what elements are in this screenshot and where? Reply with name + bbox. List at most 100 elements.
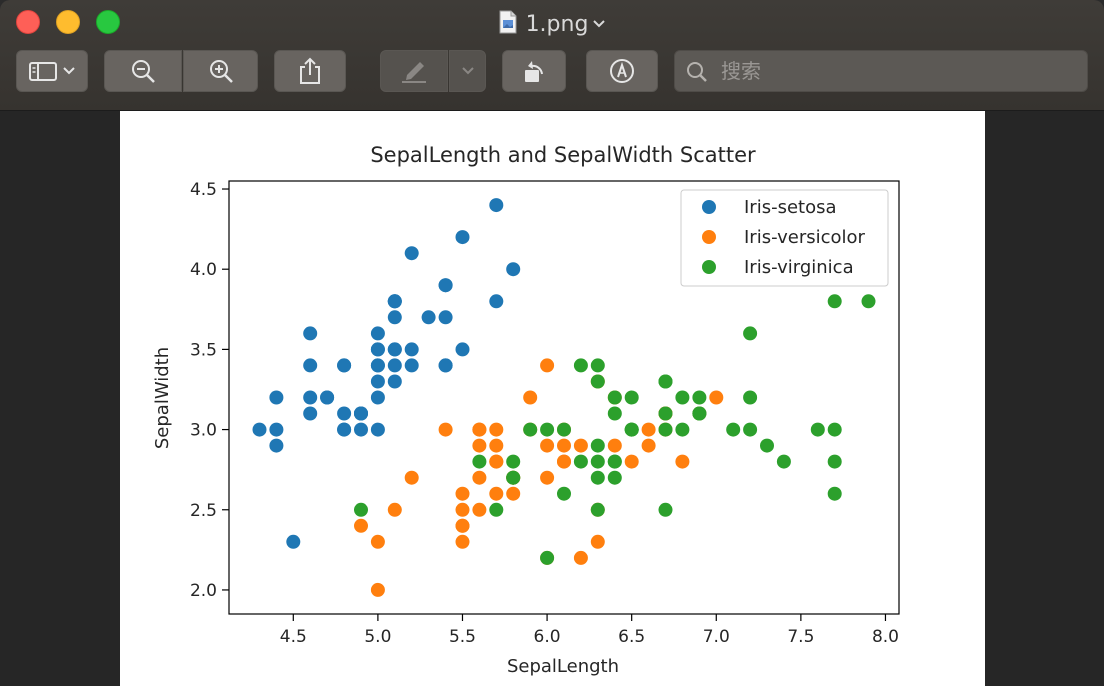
title-bar: 1.png — [0, 0, 1104, 111]
data-point — [269, 438, 284, 453]
data-point — [760, 438, 774, 453]
data-point — [438, 278, 453, 293]
window-title[interactable]: 1.png — [0, 8, 1104, 43]
data-point — [438, 422, 453, 437]
data-point — [506, 470, 521, 485]
legend-label: Iris-setosa — [744, 197, 837, 218]
close-window-button[interactable] — [16, 10, 40, 34]
data-point — [590, 358, 605, 373]
y-tick-label: 2.5 — [190, 501, 217, 521]
data-point — [370, 326, 385, 341]
data-point — [523, 390, 538, 405]
data-point — [404, 358, 419, 373]
data-point — [590, 470, 605, 485]
data-point — [573, 438, 588, 453]
data-point — [472, 454, 487, 469]
data-point — [624, 390, 639, 405]
data-point — [303, 390, 318, 405]
data-point — [573, 358, 588, 373]
data-point — [743, 390, 758, 405]
data-point — [489, 422, 504, 437]
minimize-window-button[interactable] — [56, 10, 80, 34]
data-point — [590, 534, 605, 549]
data-point — [827, 486, 842, 501]
markup-menu-button[interactable] — [449, 50, 486, 92]
y-tick-label: 4.0 — [190, 260, 217, 280]
markup-button[interactable] — [380, 50, 448, 92]
data-point — [354, 406, 368, 421]
chevron-down-icon — [62, 66, 76, 76]
x-tick-label: 6.0 — [534, 627, 561, 647]
x-axis: 4.5 5.0 5.5 6.0 6.5 7.0 7.5 8.0 — [280, 614, 899, 647]
x-tick-label: 8.0 — [872, 627, 899, 647]
annotate-button[interactable] — [586, 50, 658, 92]
zoom-in-icon — [207, 57, 235, 85]
data-point — [421, 310, 436, 325]
data-point — [337, 422, 352, 437]
share-icon — [297, 56, 323, 86]
data-point — [523, 422, 538, 437]
data-point — [337, 358, 352, 373]
data-point — [303, 406, 318, 421]
data-point — [590, 502, 605, 517]
data-point — [590, 454, 605, 469]
data-point — [810, 422, 825, 437]
sidebar-toggle-button[interactable] — [16, 50, 88, 92]
data-point — [370, 422, 385, 437]
data-point — [455, 534, 470, 549]
data-point — [557, 486, 571, 501]
data-point — [590, 438, 605, 453]
data-point — [286, 534, 301, 549]
data-point — [573, 454, 588, 469]
annotate-icon — [608, 57, 636, 85]
file-name: 1.png — [525, 12, 589, 37]
data-point — [540, 422, 555, 437]
data-point — [303, 326, 318, 341]
data-point — [387, 374, 402, 389]
data-point — [540, 438, 555, 453]
data-point — [658, 406, 673, 421]
data-point — [489, 486, 504, 501]
data-point — [269, 422, 284, 437]
data-point — [489, 294, 504, 309]
image-canvas: SepalLength and SepalWidth Scatter 4.5 5.… — [120, 111, 985, 686]
data-point — [743, 422, 758, 437]
search-icon — [685, 60, 709, 88]
data-point — [624, 422, 639, 437]
data-point — [641, 438, 656, 453]
data-point — [540, 358, 555, 373]
data-point — [438, 310, 453, 325]
chevron-down-icon — [461, 66, 475, 76]
y-tick-label: 3.0 — [190, 421, 217, 441]
share-button[interactable] — [274, 50, 346, 92]
data-point — [438, 358, 453, 373]
legend-marker — [702, 230, 716, 244]
data-point — [489, 502, 504, 517]
document-viewport[interactable]: SepalLength and SepalWidth Scatter 4.5 5.… — [0, 111, 1104, 686]
points-layer — [252, 198, 876, 597]
data-point — [370, 374, 385, 389]
data-point — [607, 390, 622, 405]
data-point — [658, 374, 673, 389]
rotate-button[interactable] — [502, 50, 566, 92]
data-point — [557, 438, 571, 453]
search-field[interactable]: 搜索 — [674, 50, 1088, 92]
image-file-icon — [498, 10, 518, 43]
x-tick-label: 7.5 — [787, 627, 814, 647]
zoom-window-button[interactable] — [96, 10, 120, 34]
zoom-out-button[interactable] — [104, 50, 182, 92]
legend: Iris-setosa Iris-versicolor Iris-virginica — [680, 189, 889, 287]
data-point — [455, 342, 470, 357]
data-point — [387, 502, 402, 517]
y-tick-label: 4.5 — [190, 180, 217, 200]
data-point — [472, 422, 487, 437]
data-point — [455, 518, 470, 533]
data-point — [404, 342, 419, 357]
zoom-out-icon — [129, 57, 157, 85]
x-tick-label: 4.5 — [280, 627, 307, 647]
data-point — [540, 550, 555, 565]
zoom-in-button[interactable] — [183, 50, 258, 92]
data-point — [726, 422, 741, 437]
data-point — [370, 342, 385, 357]
